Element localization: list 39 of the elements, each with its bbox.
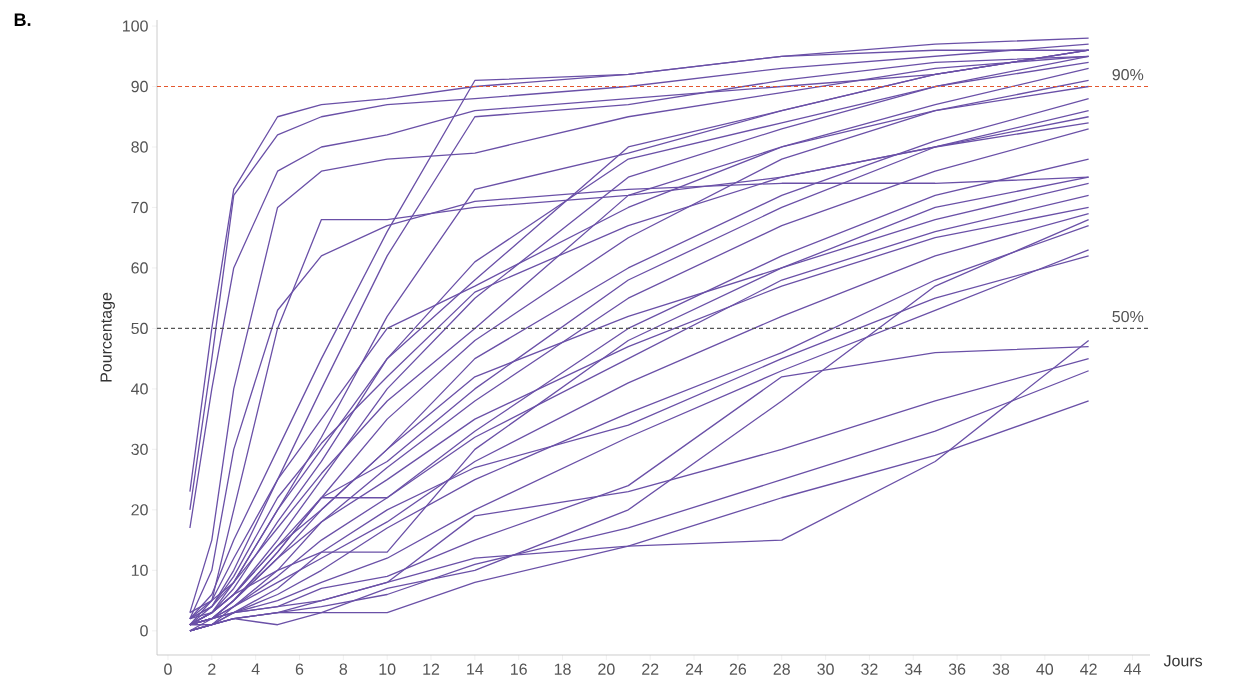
x-tick-label: 2	[208, 663, 216, 675]
x-tick-label: 26	[729, 663, 747, 675]
x-tick-label: 22	[642, 663, 659, 675]
x-tick-label: 34	[904, 663, 922, 675]
x-tick-label: 16	[511, 663, 527, 675]
x-tick-label: 12	[423, 663, 440, 675]
x-tick-label: 4	[251, 663, 260, 675]
x-tick-label: 28	[773, 663, 790, 675]
x-tick-label: 40	[1036, 663, 1054, 675]
ref-line-label: 50%	[1112, 310, 1144, 323]
x-tick-label: 32	[861, 663, 878, 675]
y-axis-title: Pourcentage	[100, 292, 115, 382]
y-tick-label: 20	[131, 504, 148, 516]
x-tick-label: 42	[1080, 663, 1097, 675]
x-tick-label: 14	[467, 663, 484, 675]
y-tick-label: 90	[131, 80, 148, 93]
ref-line-label: 90%	[1112, 68, 1144, 81]
text: B.	[14, 13, 31, 26]
y-tick-label: 80	[131, 141, 148, 153]
y-tick-label: 40	[131, 383, 148, 395]
x-tick-label: 8	[339, 663, 348, 675]
y-tick-label: 50	[131, 322, 148, 335]
y-tick-label: 30	[131, 443, 148, 456]
x-tick-label: 0	[164, 663, 172, 675]
x-tick-label: 30	[817, 663, 834, 675]
x-axis-title: Jours	[1163, 655, 1203, 667]
x-tick-label: 10	[379, 663, 396, 675]
x-tick-label: 44	[1123, 663, 1141, 675]
y-tick-label: 0	[140, 625, 148, 637]
x-tick-label: 36	[948, 663, 966, 675]
x-tick-label: 38	[992, 663, 1010, 675]
x-tick-label: 20	[598, 663, 615, 675]
x-tick-label: 6	[295, 663, 304, 675]
y-tick-label: 100	[123, 20, 148, 32]
y-tick-label: 60	[131, 262, 148, 274]
y-tick-label: 10	[131, 564, 148, 576]
x-tick-label: 18	[554, 663, 571, 675]
y-tick-label: 70	[131, 201, 148, 214]
x-tick-label: 24	[685, 663, 703, 675]
